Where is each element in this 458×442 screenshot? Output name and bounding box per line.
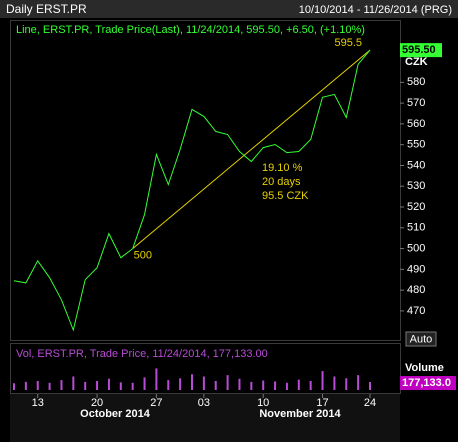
volume-bar [60,380,63,390]
x-tick-label: 20 [91,397,103,409]
volume-bar [202,376,205,390]
x-axis-area [10,394,400,442]
volume-bar [333,376,336,390]
y-tick-label: 530 [407,180,425,192]
volume-bar [13,383,15,390]
y-tick-label: 510 [407,222,425,234]
volume-last-box [400,376,456,390]
volume-bar [36,381,39,390]
x-tick-label: 24 [364,397,376,409]
chart-title: Daily ERST.PR [6,2,87,16]
x-tick-label: 27 [150,397,162,409]
y-tick-label: 470 [407,305,425,317]
volume-label: Volume [405,362,444,374]
volume-bar [357,375,360,390]
volume-bar [48,382,51,390]
volume-last-label: 177,133.0 [402,377,451,389]
volume-bar [369,382,371,390]
y-tick-label: 570 [407,97,425,109]
x-tick-label: 13 [32,397,44,409]
x-tick-label: 10 [257,397,269,409]
volume-legend: Vol, ERST.PR, Trade Price, 11/24/2014, 1… [16,348,268,360]
auto-label[interactable]: Auto [410,333,433,345]
volume-bar [274,381,277,390]
y-tick-label: 500 [407,242,425,254]
volume-bar [309,381,312,390]
y-tick-label: 580 [407,76,425,88]
trend-start-label: 500 [134,249,152,261]
price-panel [10,20,401,341]
auto-button[interactable] [405,331,437,347]
trend-text: 95.5 CZK [262,190,309,202]
unit-label: CZK [405,56,428,68]
volume-bar [96,381,99,390]
y-tick-label: 560 [407,118,425,130]
volume-bar [226,375,229,390]
last-value-label: 595.50 [402,44,436,56]
volume-panel [10,343,401,394]
price-line [13,49,371,332]
volume-bar [131,382,134,390]
y-tick-label: 540 [407,159,425,171]
volume-bar [214,381,217,390]
volume-bar [179,378,182,390]
trend-end-label: 595.5 [334,37,362,49]
volume-bar [345,378,348,390]
last-value-box [400,43,442,58]
month-label: October 2014 [80,408,151,420]
volume-bar [167,380,170,390]
volume-bar [24,381,27,390]
trend-text: 20 days [262,176,301,188]
y-tick-label: 490 [407,263,425,275]
volume-bar [191,374,193,390]
volume-bar [72,376,75,390]
volume-bar [107,378,110,390]
legend: Line, ERST.PR, Trade Price(Last), 11/24/… [16,24,365,36]
x-tick-label: 17 [316,397,328,409]
volume-bar [285,382,288,390]
trend-line [132,49,371,249]
x-tick-label: 03 [198,397,210,409]
trend-text: 19.10 % [262,162,303,174]
volume-bar [143,377,146,390]
y-tick-label: 520 [407,201,425,213]
y-tick-label: 550 [407,139,425,151]
volume-bar [262,380,265,390]
header-bar [0,0,458,18]
date-range: 10/10/2014 - 11/26/2014 (PRG) [299,4,452,16]
volume-bar [119,382,122,390]
volume-bar [155,368,158,390]
month-label: November 2014 [259,408,341,420]
y-tick-label: 480 [407,284,425,296]
volume-bar [321,371,324,390]
volume-bar [297,379,300,390]
volume-bar [238,378,241,390]
volume-bar [250,381,253,390]
volume-bar [84,381,87,390]
